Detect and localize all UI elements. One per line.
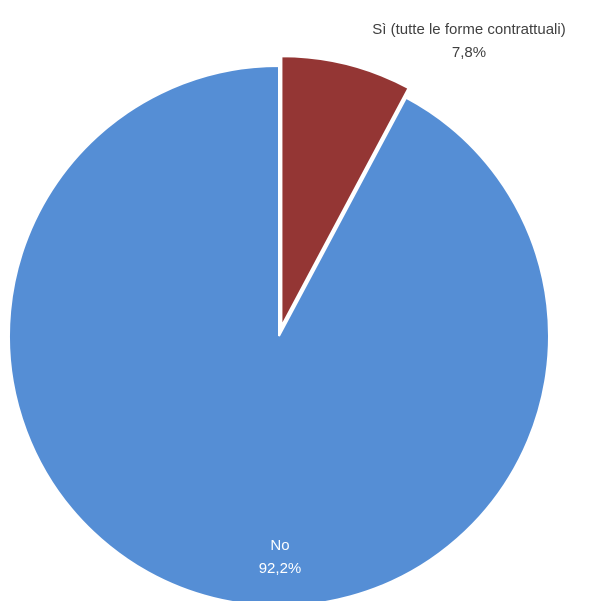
pie-slice-no xyxy=(8,64,550,601)
pie-slice-si xyxy=(280,55,410,327)
slice-label-no-value: 92,2% xyxy=(259,560,302,577)
slice-label-si: Sì (tutte le forme contrattuali) 7,8% xyxy=(372,21,565,61)
slice-label-no-name: No xyxy=(270,537,289,554)
pie-slices xyxy=(8,55,550,601)
slice-label-si-name: Sì (tutte le forme contrattuali) xyxy=(372,21,565,38)
slice-label-no: No 92,2% xyxy=(259,537,302,577)
slice-label-si-value: 7,8% xyxy=(452,44,486,61)
